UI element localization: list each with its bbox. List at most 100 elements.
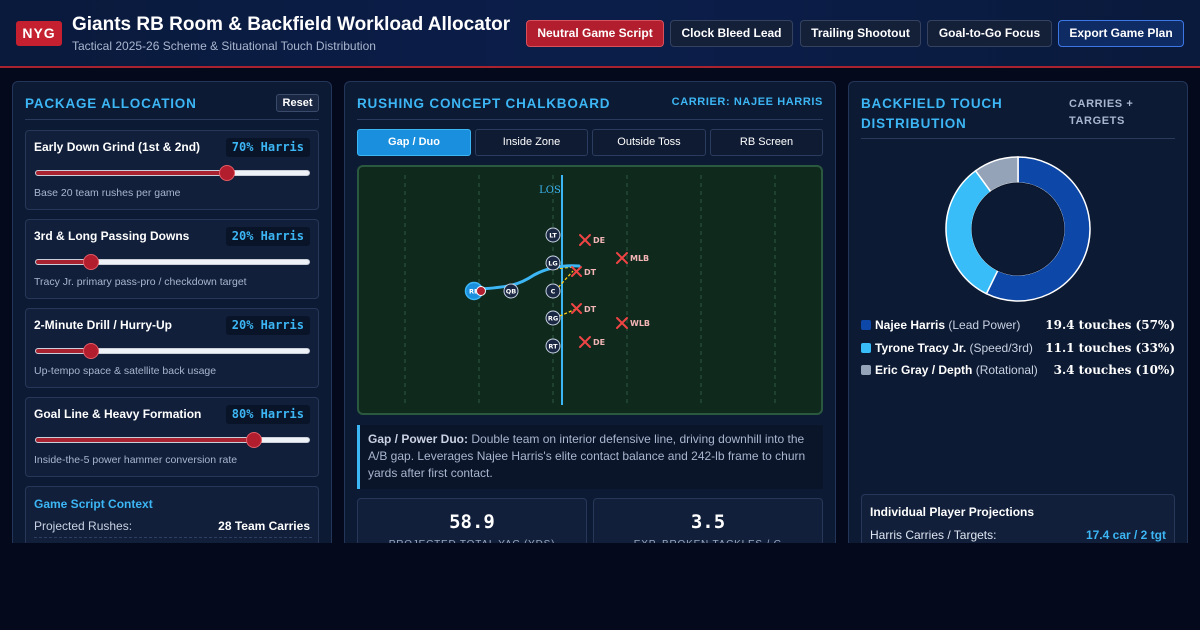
reset-button[interactable]: Reset xyxy=(276,94,319,112)
context-value: 28 Team Carries xyxy=(218,519,310,533)
slider-thumb[interactable] xyxy=(219,165,236,181)
app-title: Giants RB Room & Backfield Workload Allo… xyxy=(72,14,511,35)
stat-value: 3.5 xyxy=(690,511,726,533)
defender-x-icon xyxy=(616,317,628,329)
package-allocation-panel: PACKAGE ALLOCATION Reset Early Down Grin… xyxy=(12,81,332,551)
concept-explanation: Gap / Power Duo: Double team on interior… xyxy=(357,425,823,489)
block-line xyxy=(554,270,574,292)
package-percent: 20% Harris xyxy=(225,316,310,335)
scenario-button-neutral[interactable]: Neutral Game Script xyxy=(526,20,664,47)
scenario-button-clock-bleed[interactable]: Clock Bleed Lead xyxy=(670,20,793,47)
player-role: (Rotational) xyxy=(972,363,1038,377)
slider-thumb[interactable] xyxy=(82,343,99,359)
carrier-label: CARRIER: NAJEE HARRIS xyxy=(671,96,823,108)
context-divider xyxy=(34,537,312,538)
panel-title: PACKAGE ALLOCATION xyxy=(25,96,197,111)
defender-label: WLB xyxy=(630,319,650,328)
projection-label: Harris Carries / Targets: xyxy=(870,528,997,542)
touch-distribution-panel: BACKFIELD TOUCH DISTRIBUTION CARRIES + T… xyxy=(848,81,1188,551)
slider-fill xyxy=(36,349,91,353)
package-label: Early Down Grind (1st & 2nd) xyxy=(34,140,201,154)
context-title: Game Script Context xyxy=(34,497,153,511)
panel-title: BACKFIELD TOUCH DISTRIBUTION xyxy=(861,96,1003,131)
package-label: 2-Minute Drill / Hurry-Up xyxy=(34,318,173,332)
scenario-button-goal-to-go[interactable]: Goal-to-Go Focus xyxy=(927,20,1052,47)
player-label: LT xyxy=(549,232,557,240)
rb-run-path xyxy=(479,264,581,291)
legend-player: Tyrone Tracy Jr. (Speed/3rd) xyxy=(875,341,1033,355)
slider-fill xyxy=(36,171,228,175)
package-card-third-long: 3rd & Long Passing Downs 20% Harris Trac… xyxy=(25,219,319,299)
slider-thumb[interactable] xyxy=(82,254,99,270)
rushing-concept-panel: RUSHING CONCEPT CHALKBOARD CARRIER: NAJE… xyxy=(344,81,836,551)
package-slider[interactable] xyxy=(35,165,310,181)
defender-x-icon xyxy=(571,303,582,314)
legend-row-gray: Eric Gray / Depth (Rotational) 3.4 touch… xyxy=(861,362,1175,380)
app-header: NYG Giants RB Room & Backfield Workload … xyxy=(0,0,1200,68)
defender-label: DT xyxy=(584,268,597,277)
panel-divider xyxy=(25,119,319,120)
player-name: Najee Harris xyxy=(875,318,946,332)
ball-carrier-marker xyxy=(476,286,486,296)
tab-outside-toss[interactable]: Outside Toss xyxy=(592,129,706,156)
package-percent: 70% Harris xyxy=(225,138,310,157)
panel-title: RUSHING CONCEPT CHALKBOARD xyxy=(357,96,611,111)
player-name: Tyrone Tracy Jr. xyxy=(875,341,967,355)
defender-x-icon xyxy=(579,234,591,246)
offensive-lineman xyxy=(545,338,561,354)
slider-fill xyxy=(36,438,255,442)
package-description: Inside-the-5 power hammer conversion rat… xyxy=(34,454,238,466)
play-diagram-field: LOS LT LG C RG RT QB RB xyxy=(357,165,823,415)
context-label: Projected Rushes: xyxy=(34,519,133,533)
defender-x-icon xyxy=(571,266,582,277)
legend-row-harris: Najee Harris (Lead Power) 19.4 touches (… xyxy=(861,317,1175,335)
package-label: Goal Line & Heavy Formation xyxy=(34,407,202,421)
page-background xyxy=(0,543,1200,630)
defender-label: MLB xyxy=(630,254,649,263)
team-logo-badge: NYG xyxy=(16,21,62,46)
package-card-two-minute: 2-Minute Drill / Hurry-Up 20% Harris Up-… xyxy=(25,308,319,388)
legend-swatch xyxy=(861,365,871,375)
package-description: Base 20 team rushes per game xyxy=(34,187,181,199)
player-label: RB xyxy=(469,288,479,296)
scenario-button-trailing[interactable]: Trailing Shootout xyxy=(800,20,921,47)
package-card-early-down: Early Down Grind (1st & 2nd) 70% Harris … xyxy=(25,130,319,210)
tab-gap-duo[interactable]: Gap / Duo xyxy=(357,129,471,156)
player-label: QB xyxy=(506,288,517,296)
projection-value: 17.4 car / 2 tgt xyxy=(1085,528,1166,542)
package-slider[interactable] xyxy=(35,432,310,448)
touch-donut-chart xyxy=(945,156,1091,302)
offensive-lineman xyxy=(545,255,561,271)
legend-row-tracy: Tyrone Tracy Jr. (Speed/3rd) 11.1 touche… xyxy=(861,340,1175,358)
tab-inside-zone[interactable]: Inside Zone xyxy=(475,129,588,156)
los-label: LOS xyxy=(539,185,561,196)
offensive-lineman xyxy=(545,283,561,299)
projections-title: Individual Player Projections xyxy=(870,505,1035,519)
legend-value: 3.4 touches (10%) xyxy=(1053,363,1175,377)
slider-thumb[interactable] xyxy=(246,432,263,448)
package-label: 3rd & Long Passing Downs xyxy=(34,229,190,243)
panel-divider xyxy=(861,138,1175,139)
player-projections: Individual Player Projections Harris Car… xyxy=(861,494,1175,550)
donut-hole xyxy=(971,182,1065,276)
package-slider[interactable] xyxy=(35,343,310,359)
package-percent: 80% Harris xyxy=(225,405,310,424)
player-label: RG xyxy=(548,315,558,323)
panel-divider xyxy=(357,119,823,120)
legend-value: 19.4 touches (57%) xyxy=(1045,318,1175,332)
game-script-context: Game Script Context Projected Rushes: 28… xyxy=(25,486,319,550)
defender-label: DT xyxy=(584,305,597,314)
player-role: (Lead Power) xyxy=(945,318,1021,332)
legend-swatch xyxy=(861,343,871,353)
package-slider[interactable] xyxy=(35,254,310,270)
export-game-plan-button[interactable]: Export Game Plan xyxy=(1058,20,1184,47)
tab-rb-screen[interactable]: RB Screen xyxy=(710,129,823,156)
block-line xyxy=(554,308,577,319)
defender-x-icon xyxy=(579,336,591,348)
panel-subtitle: CARRIES + TARGETS xyxy=(1069,98,1134,127)
defender-label: DE xyxy=(593,236,605,245)
stat-value: 58.9 xyxy=(449,511,495,533)
package-description: Up-tempo space & satellite back usage xyxy=(34,365,217,377)
block-line xyxy=(554,266,574,270)
app-subtitle: Tactical 2025-26 Scheme & Situational To… xyxy=(72,39,376,53)
